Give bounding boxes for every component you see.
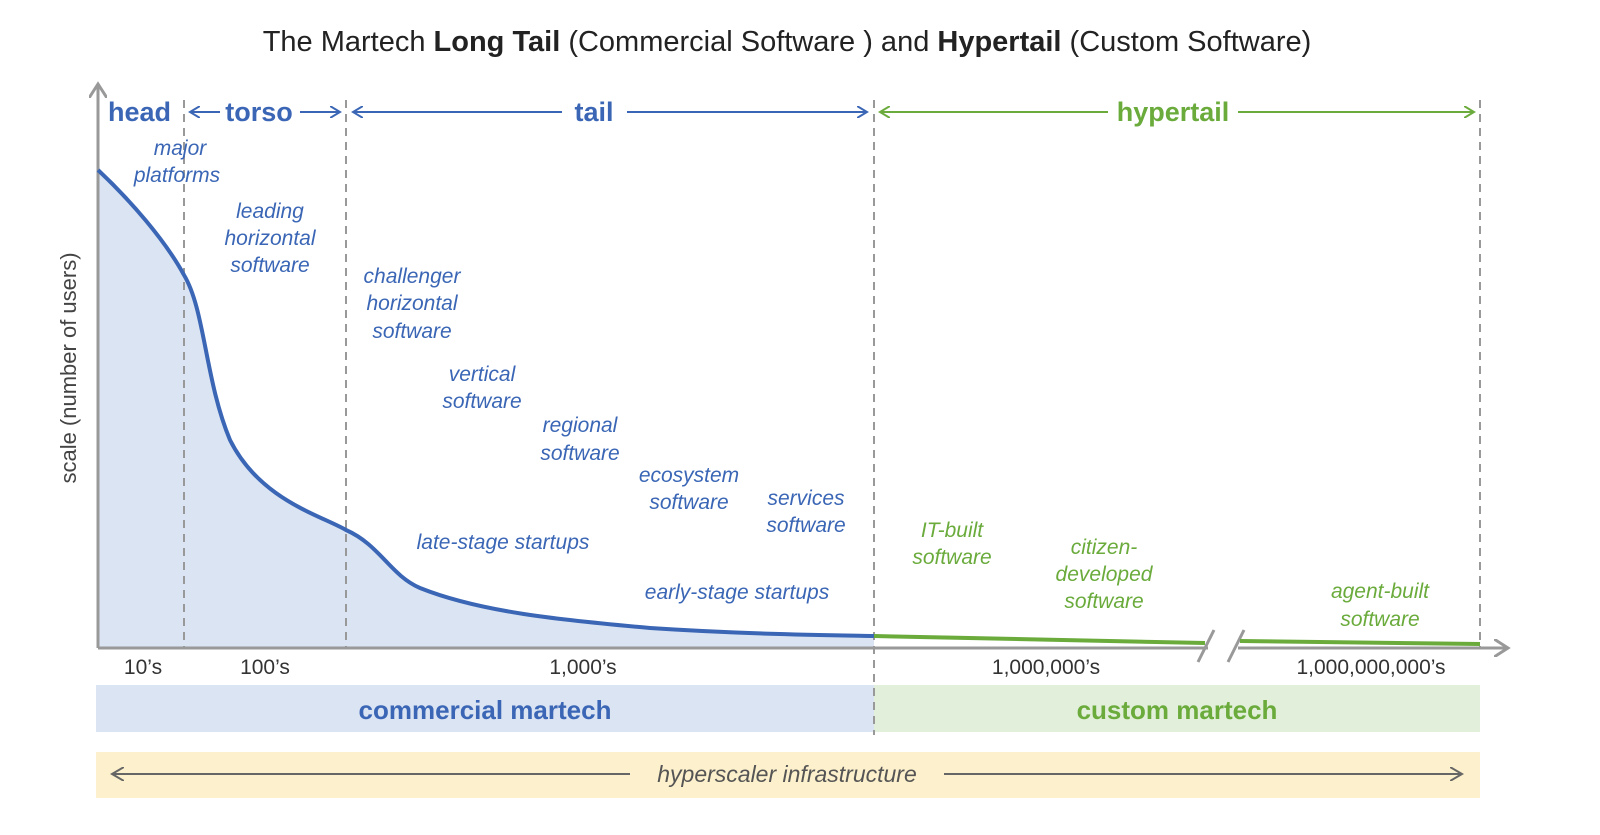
custom-martech-label: custom martech [1077,695,1278,725]
y-axis-label: scale (number of users) [56,252,81,483]
label-ecosystem: ecosystem software [639,464,739,514]
segment-tail: tail [574,97,613,127]
label-early-stage: early-stage startups [645,581,830,604]
hypertail-curve [873,634,1206,645]
label-citizen-developed: citizen-developed software [1056,536,1154,613]
hypertail-curve-continued [1239,639,1481,646]
chart-title: The Martech Long Tail (Commercial Softwa… [263,26,1312,58]
label-it-built: IT-built software [912,519,991,569]
long-tail-area [98,170,874,648]
x-tick: 1,000,000,000’s [1296,656,1445,679]
x-tick: 10’s [124,656,162,679]
label-leading-horizontal: leading horizontal software [224,200,316,277]
label-vertical: vertical software [442,363,521,413]
x-tick: 100’s [240,656,290,679]
segment-dividers [183,100,1481,735]
commercial-martech-label: commercial martech [359,695,612,725]
label-services: services software [766,487,845,537]
label-challenger-horizontal: challenger horizontal software [364,265,462,343]
long-tail-curve [96,168,875,638]
label-major-platforms: major platforms [133,137,221,187]
segment-torso: torso [225,97,293,127]
label-agent-built: agent-built software [1331,580,1430,631]
x-tick: 1,000,000’s [992,656,1100,679]
axis-break-icon [1196,629,1246,663]
x-tick: 1,000’s [549,656,616,679]
label-regional: regional software [540,414,619,465]
segment-hypertail: hypertail [1117,97,1230,127]
commercial-martech-band [96,685,874,732]
infrastructure-label: hyperscaler infrastructure [657,761,917,787]
label-late-stage: late-stage startups [417,531,590,554]
custom-martech-band [874,685,1480,732]
segment-head: head [108,97,171,127]
